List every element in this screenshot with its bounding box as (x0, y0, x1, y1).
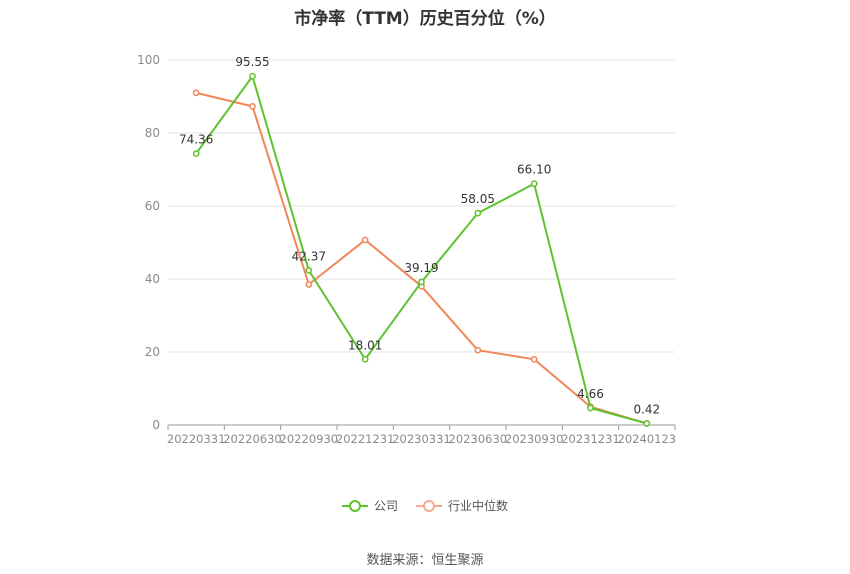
legend-swatch-company (341, 499, 368, 512)
data-label: 58.05 (461, 192, 495, 206)
data-label: 39.19 (404, 261, 438, 275)
data-point (305, 266, 313, 274)
data-point (192, 89, 200, 97)
data-label: 0.42 (633, 402, 660, 416)
legend-item-industry-median[interactable]: 行业中位数 (416, 497, 508, 514)
data-label: 42.37 (292, 249, 326, 263)
data-label: 18.01 (348, 338, 382, 352)
legend-item-company[interactable]: 公司 (341, 497, 398, 514)
data-label: 4.66 (577, 387, 604, 401)
chart-title: 市净率（TTM）历史百分位（%） (294, 9, 556, 29)
chart-legend[interactable]: 公司 行业中位数 (0, 497, 850, 514)
series-line-1 (195, 91, 648, 425)
series-layer (192, 72, 651, 427)
data-label: 74.36 (179, 133, 213, 147)
data-point (474, 209, 482, 217)
x-tick-label: 20230331 (392, 432, 451, 446)
data-point (418, 278, 425, 286)
data-point (587, 404, 594, 412)
data-label: 95.55 (235, 55, 269, 69)
x-tick-label: 20230630 (449, 432, 508, 446)
y-tick-label: 100 (137, 53, 160, 67)
data-point (530, 355, 538, 363)
y-tick-label: 0 (152, 418, 160, 432)
data-point (305, 281, 313, 288)
x-tick-label: 20220630 (223, 432, 282, 446)
y-tick-label: 60 (145, 199, 160, 213)
data-point (249, 103, 256, 110)
x-tick-label: 20230930 (505, 432, 564, 446)
data-label: 66.10 (517, 163, 551, 177)
data-point (192, 150, 200, 157)
source-note: 数据来源：恒生聚源 (366, 553, 484, 568)
data-point (643, 420, 651, 427)
x-tick-label: 20240123 (618, 432, 677, 446)
data-point (249, 72, 256, 80)
x-tick-label: 20220331 (167, 432, 226, 446)
data-labels: 74.36 95.55 42.37 18.01 39.19 58.05 66.10 4.66 0… (179, 55, 660, 416)
x-tick-label: 20231231 (561, 432, 620, 446)
legend-swatch-industry-median (416, 499, 442, 512)
series-line-0 (195, 75, 648, 425)
data-point (530, 180, 538, 188)
y-tick-label: 80 (145, 126, 160, 140)
axes: 0 20 40 60 80 100 2022033120220630202209302022… (137, 53, 676, 446)
x-tick-label: 20220930 (280, 432, 339, 446)
data-point (474, 346, 482, 354)
y-tick-label: 20 (145, 345, 160, 359)
data-point (361, 236, 369, 244)
legend-label-company: 公司 (373, 499, 398, 513)
y-tick-label: 40 (145, 272, 160, 286)
data-point (361, 355, 369, 363)
x-tick-label: 20221231 (336, 432, 395, 446)
legend-label-industry-median: 行业中位数 (448, 499, 509, 513)
